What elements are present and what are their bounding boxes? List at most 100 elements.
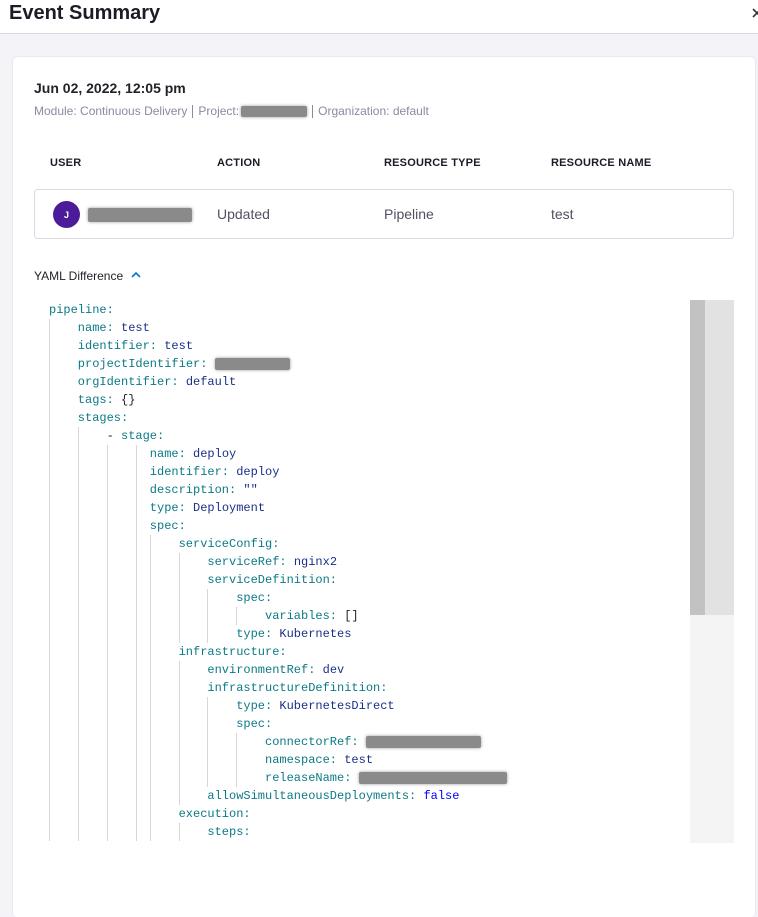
yaml-key: stage: bbox=[121, 429, 165, 443]
yaml-line: description: "" bbox=[150, 481, 258, 499]
indent-guide bbox=[77, 571, 79, 589]
indent-guide bbox=[49, 391, 50, 409]
indent-guide bbox=[136, 625, 138, 643]
indent-guide bbox=[136, 481, 138, 499]
indent-guide bbox=[149, 733, 151, 751]
indent-guide bbox=[77, 607, 79, 625]
indent-guide bbox=[106, 445, 108, 463]
indent-guide bbox=[136, 787, 138, 805]
yaml-line: infrastructureDefinition: bbox=[207, 679, 387, 697]
yaml-line: variables: [] bbox=[265, 607, 359, 625]
column-header: ACTION bbox=[217, 157, 261, 169]
yaml-key: steps: bbox=[207, 825, 251, 839]
indent-guide bbox=[136, 571, 138, 589]
indent-guide bbox=[49, 733, 50, 751]
yaml-value: test bbox=[344, 753, 374, 767]
yaml-line: execution: bbox=[179, 805, 251, 823]
indent-guide bbox=[49, 823, 50, 841]
yaml-toggle[interactable]: YAML Difference bbox=[34, 269, 142, 283]
yaml-key: tags: bbox=[77, 393, 114, 407]
yaml-key: spec: bbox=[236, 591, 273, 605]
indent-guide bbox=[207, 715, 209, 733]
indent-guide bbox=[77, 697, 79, 715]
yaml-line: spec: bbox=[150, 517, 186, 535]
indent-guide bbox=[106, 553, 108, 571]
resource-name: test bbox=[551, 206, 574, 222]
separator bbox=[192, 104, 194, 118]
indent-guide bbox=[178, 553, 180, 571]
redacted-value bbox=[365, 735, 481, 748]
yaml-key: projectIdentifier: bbox=[77, 357, 208, 371]
indent-guide bbox=[178, 733, 180, 751]
indent-guide bbox=[136, 643, 138, 661]
yaml-label: YAML Difference bbox=[34, 269, 124, 283]
indent-guide bbox=[77, 661, 79, 679]
indent-guide bbox=[77, 715, 79, 733]
indent-guide bbox=[149, 535, 151, 553]
indent-guide bbox=[49, 697, 50, 715]
indent-guide bbox=[49, 355, 50, 373]
yaml-key: variables: bbox=[265, 609, 338, 623]
indent-guide bbox=[106, 805, 108, 823]
yaml-value: deploy bbox=[193, 447, 237, 461]
indent-guide bbox=[207, 589, 209, 607]
indent-guide bbox=[77, 823, 79, 841]
indent-guide bbox=[207, 751, 209, 769]
action: Updated bbox=[217, 206, 270, 222]
indent-guide bbox=[136, 661, 138, 679]
indent-guide bbox=[136, 553, 138, 571]
yaml-line: name: test bbox=[78, 319, 150, 337]
yaml-key: connectorRef: bbox=[265, 735, 359, 749]
yaml-line: infrastructure: bbox=[179, 643, 287, 661]
indent-guide bbox=[49, 589, 50, 607]
chevron-path bbox=[130, 271, 141, 278]
yaml-value: dev bbox=[322, 663, 345, 677]
indent-guide bbox=[236, 751, 238, 769]
indent-guide bbox=[49, 463, 50, 481]
indent-guide bbox=[178, 697, 180, 715]
yaml-value: Deployment bbox=[193, 501, 266, 515]
organization: Organization: default bbox=[318, 104, 429, 118]
indent-guide bbox=[236, 769, 238, 787]
indent-guide bbox=[77, 643, 79, 661]
yaml-value: test bbox=[164, 339, 194, 353]
indent-guide bbox=[49, 571, 50, 589]
indent-guide bbox=[106, 697, 108, 715]
indent-guide bbox=[106, 607, 108, 625]
indent-guide bbox=[178, 571, 180, 589]
indent-guide bbox=[49, 715, 50, 733]
separator bbox=[312, 104, 314, 118]
indent-guide bbox=[207, 607, 209, 625]
indent-guide bbox=[136, 751, 138, 769]
indent-guide bbox=[149, 571, 151, 589]
indent-guide bbox=[149, 661, 151, 679]
indent-guide bbox=[136, 715, 138, 733]
indent-guide bbox=[149, 787, 151, 805]
yaml-value: nginx2 bbox=[293, 555, 338, 569]
yaml-key: type: bbox=[149, 501, 186, 515]
indent-guide bbox=[136, 445, 138, 463]
indent-guide bbox=[77, 769, 79, 787]
indent-guide bbox=[178, 589, 180, 607]
indent-guide bbox=[77, 499, 79, 517]
indent-guide bbox=[136, 499, 138, 517]
indent-guide bbox=[178, 751, 180, 769]
close-button[interactable] bbox=[750, 7, 758, 19]
redacted-value bbox=[214, 357, 290, 370]
scrollbar-thumb[interactable] bbox=[690, 300, 705, 615]
yaml-line: - stage: bbox=[107, 427, 165, 445]
indent-guide bbox=[49, 499, 50, 517]
yaml-value: false bbox=[423, 789, 460, 803]
indent-guide bbox=[149, 715, 151, 733]
minimap bbox=[705, 300, 734, 615]
indent-guide bbox=[106, 751, 108, 769]
indent-guide bbox=[49, 805, 50, 823]
indent-guide bbox=[49, 661, 50, 679]
indent-guide bbox=[77, 625, 79, 643]
yaml-value: test bbox=[121, 321, 150, 335]
indent-guide bbox=[77, 517, 79, 535]
indent-guide bbox=[149, 589, 151, 607]
indent-guide bbox=[49, 535, 50, 553]
yaml-value: deploy bbox=[236, 465, 280, 479]
